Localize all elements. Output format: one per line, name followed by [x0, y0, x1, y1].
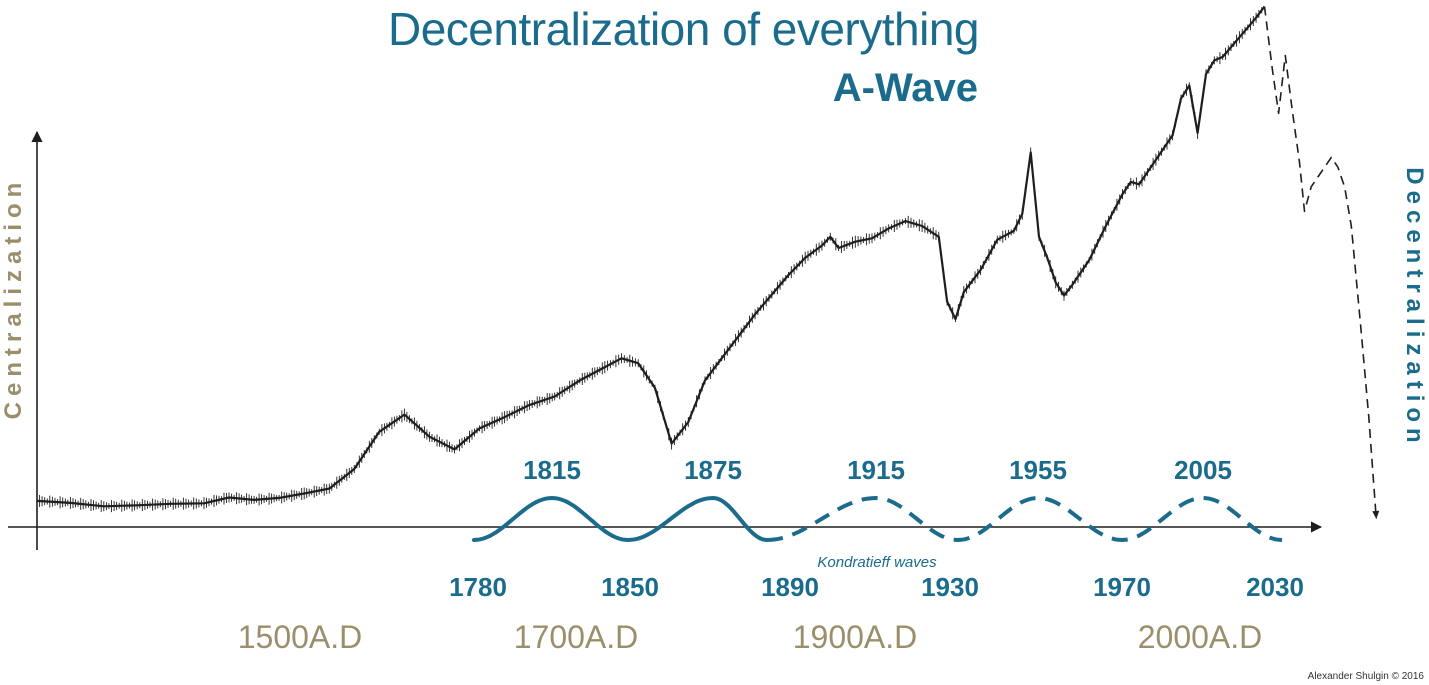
peak-label-2005: 2005 [1174, 455, 1232, 485]
peak-label-1815: 1815 [523, 455, 581, 485]
trough-label-1890: 1890 [761, 572, 819, 602]
trough-label-1850: 1850 [601, 572, 659, 602]
series-texture [36, 7, 1263, 513]
trough-label-2030: 2030 [1246, 572, 1304, 602]
era-label-1: 1500A.D [238, 619, 363, 655]
era-label-2: 1700A.D [514, 619, 639, 655]
credit-text: Alexander Shulgin © 2016 [1307, 671, 1424, 682]
peak-label-1915: 1915 [847, 455, 905, 485]
peak-label-1955: 1955 [1009, 455, 1067, 485]
trough-label-1930: 1930 [921, 572, 979, 602]
era-label-4: 2000A.D [1138, 619, 1263, 655]
chart-subtitle: A-Wave [832, 66, 978, 110]
series-line-1 [36, 5, 1266, 508]
kondratieff-wave-dashed [766, 495, 1283, 543]
trough-label-1970: 1970 [1093, 572, 1151, 602]
kondratieff-caption: Kondratieff waves [817, 554, 937, 571]
chart-title: Decentralization of everything [388, 3, 980, 55]
trough-label-1780: 1780 [449, 572, 507, 602]
era-label-3: 1900A.D [793, 619, 918, 655]
series-line-2 [1263, 6, 1378, 520]
peak-label-1875: 1875 [684, 455, 742, 485]
kondratieff-wave-solid [472, 495, 769, 543]
series-arrowhead [1372, 510, 1380, 520]
